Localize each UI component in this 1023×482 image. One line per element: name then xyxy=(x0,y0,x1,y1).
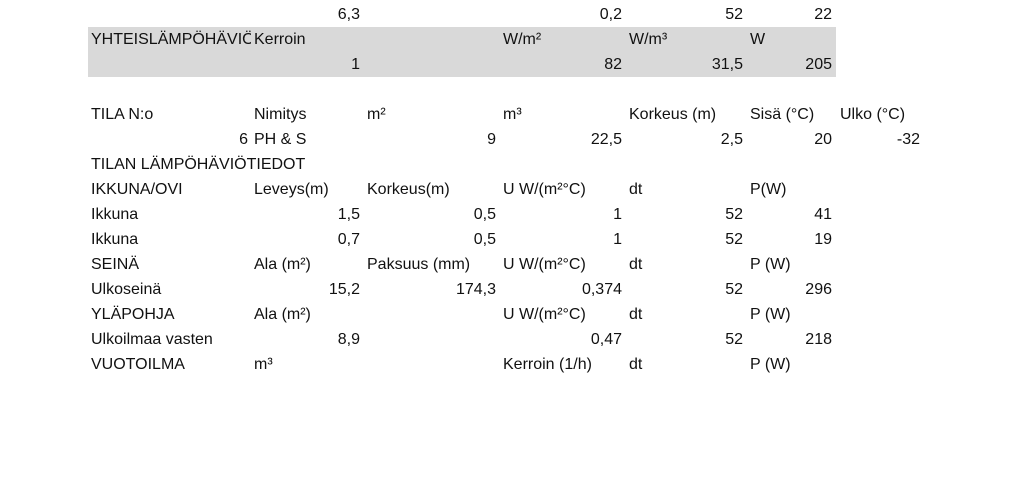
summary-values-row: 1 82 31,5 205 xyxy=(0,52,1023,77)
window-leveys[interactable]: 1,5 xyxy=(337,206,360,223)
room-values-row: 6 PH & S 9 22,5 2,5 20 -32 xyxy=(0,127,1023,152)
header-sisa[interactable]: Sisä (°C) xyxy=(750,106,815,123)
header-wm2[interactable]: W/m² xyxy=(503,31,542,48)
value-wm2[interactable]: 82 xyxy=(604,56,622,73)
header-wm3[interactable]: W/m³ xyxy=(629,31,668,48)
header-paksuus[interactable]: Paksuus (mm) xyxy=(367,256,471,273)
header-p[interactable]: P(W) xyxy=(750,181,787,198)
wall-label[interactable]: Ulkoseinä xyxy=(91,281,162,298)
wall-p[interactable]: 296 xyxy=(805,281,832,298)
roof-dt[interactable]: 52 xyxy=(725,331,743,348)
wall-ala[interactable]: 15,2 xyxy=(328,281,360,298)
header-ala[interactable]: Ala (m²) xyxy=(254,256,311,273)
window-u[interactable]: 1 xyxy=(613,231,622,248)
roof-label[interactable]: Ulkoilmaa vasten xyxy=(91,331,213,348)
header-nimitys[interactable]: Nimitys xyxy=(254,106,307,123)
header-dt[interactable]: dt xyxy=(629,356,643,373)
roof-row: Ulkoilmaa vasten 8,9 0,47 52 218 xyxy=(0,327,1023,352)
header-ikkuna-ovi[interactable]: IKKUNA/OVI xyxy=(91,181,183,198)
window-label[interactable]: Ikkuna xyxy=(91,206,139,223)
roof-ala[interactable]: 8,9 xyxy=(337,331,360,348)
room-korkeus[interactable]: 2,5 xyxy=(720,131,743,148)
header-dt[interactable]: dt xyxy=(629,306,643,323)
header-seina[interactable]: SEINÄ xyxy=(91,256,140,273)
wall-row: Ulkoseinä 15,2 174,3 0,374 52 296 xyxy=(0,277,1023,302)
header-vuotoilma[interactable]: VUOTOILMA xyxy=(91,356,185,373)
window-row: Ikkuna 0,7 0,5 1 52 19 xyxy=(0,227,1023,252)
window-dt[interactable]: 52 xyxy=(725,206,743,223)
room-header-row: TILA N:o Nimitys m² m³ Korkeus (m) Sisä … xyxy=(0,102,1023,127)
header-dt[interactable]: dt xyxy=(629,256,643,273)
header-m3[interactable]: m³ xyxy=(503,106,522,123)
section-title[interactable]: TILAN LÄMPÖHÄVIÖTIEDOT xyxy=(91,156,306,173)
header-p[interactable]: P (W) xyxy=(750,256,791,273)
summary-header-row: YHTEISLÄMPÖHÄVIÖT Kerroin W/m² W/m³ W xyxy=(0,27,1023,52)
header-m2[interactable]: m² xyxy=(367,106,386,123)
cell[interactable]: 0,2 xyxy=(599,6,622,23)
cell[interactable]: 22 xyxy=(814,6,832,23)
roof-p[interactable]: 218 xyxy=(805,331,832,348)
room-ulko[interactable]: -32 xyxy=(896,131,920,148)
cell[interactable]: 6,3 xyxy=(337,6,360,23)
wall-dt[interactable]: 52 xyxy=(725,281,743,298)
header-ylapohja[interactable]: YLÄPOHJA xyxy=(91,306,175,323)
window-header-row: IKKUNA/OVI Leveys(m) Korkeus(m) U W/(m²°… xyxy=(0,177,1023,202)
header-korkeus[interactable]: Korkeus(m) xyxy=(367,181,450,198)
window-label[interactable]: Ikkuna xyxy=(91,231,139,248)
room-m2[interactable]: 9 xyxy=(487,131,496,148)
header-ulko[interactable]: Ulko (°C) xyxy=(840,106,906,123)
room-sisa[interactable]: 20 xyxy=(814,131,832,148)
header-u[interactable]: U W/(m²°C) xyxy=(503,306,586,323)
value-w[interactable]: 205 xyxy=(805,56,832,73)
window-korkeus[interactable]: 0,5 xyxy=(473,206,496,223)
summary-highlight xyxy=(88,27,836,77)
window-u[interactable]: 1 xyxy=(613,206,622,223)
roof-header-row: YLÄPOHJA Ala (m²) U W/(m²°C) dt P (W) xyxy=(0,302,1023,327)
room-name[interactable]: PH & S xyxy=(254,131,307,148)
window-p[interactable]: 19 xyxy=(814,231,832,248)
header-kerroin[interactable]: Kerroin (1/h) xyxy=(503,356,592,373)
window-korkeus[interactable]: 0,5 xyxy=(473,231,496,248)
header-ala[interactable]: Ala (m²) xyxy=(254,306,311,323)
room-m3[interactable]: 22,5 xyxy=(590,131,622,148)
header-p[interactable]: P (W) xyxy=(750,356,791,373)
header-w[interactable]: W xyxy=(750,31,766,48)
header-leveys[interactable]: Leveys(m) xyxy=(254,181,329,198)
cell[interactable]: 52 xyxy=(725,6,743,23)
header-dt[interactable]: dt xyxy=(629,181,643,198)
header-u[interactable]: U W/(m²°C) xyxy=(503,256,586,273)
wall-u[interactable]: 0,374 xyxy=(581,281,622,298)
value-coef[interactable]: 1 xyxy=(351,56,360,73)
header-p[interactable]: P (W) xyxy=(750,306,791,323)
summary-label[interactable]: YHTEISLÄMPÖHÄVIÖT xyxy=(91,31,251,48)
table-row: 6,3 0,2 52 22 xyxy=(0,2,1023,27)
room-number[interactable]: 6 xyxy=(239,131,248,148)
header-korkeus[interactable]: Korkeus (m) xyxy=(629,106,717,123)
header-m3[interactable]: m³ xyxy=(254,356,273,373)
window-row: Ikkuna 1,5 0,5 1 52 41 xyxy=(0,202,1023,227)
window-p[interactable]: 41 xyxy=(814,206,832,223)
window-leveys[interactable]: 0,7 xyxy=(337,231,360,248)
header-coef[interactable]: Kerroin xyxy=(254,31,306,48)
header-u[interactable]: U W/(m²°C) xyxy=(503,181,586,198)
window-dt[interactable]: 52 xyxy=(725,231,743,248)
section-title-row: TILAN LÄMPÖHÄVIÖTIEDOT xyxy=(0,152,1023,177)
header-tila[interactable]: TILA N:o xyxy=(91,106,154,123)
value-wm3[interactable]: 31,5 xyxy=(711,56,743,73)
roof-u[interactable]: 0,47 xyxy=(590,331,622,348)
wall-header-row: SEINÄ Ala (m²) Paksuus (mm) U W/(m²°C) d… xyxy=(0,252,1023,277)
leak-header-row: VUOTOILMA m³ Kerroin (1/h) dt P (W) xyxy=(0,352,1023,377)
wall-paksuus[interactable]: 174,3 xyxy=(455,281,496,298)
